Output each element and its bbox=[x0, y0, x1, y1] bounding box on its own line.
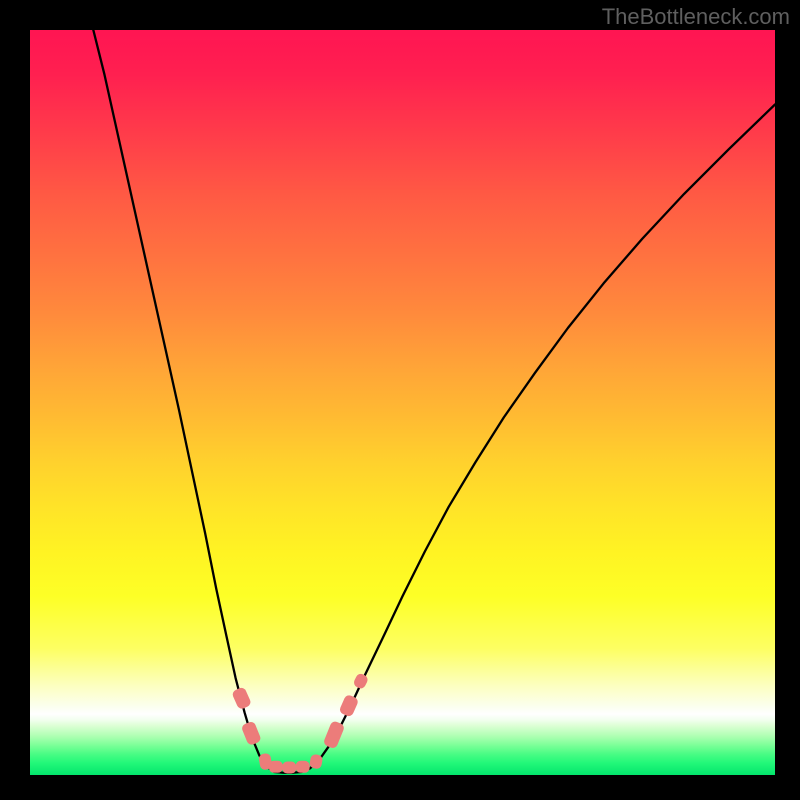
marker-layer bbox=[30, 30, 775, 775]
curve-marker bbox=[309, 754, 323, 770]
curve-marker bbox=[231, 686, 252, 710]
watermark-text: TheBottleneck.com bbox=[602, 4, 790, 30]
curve-marker bbox=[323, 720, 346, 749]
plot-area bbox=[30, 30, 775, 775]
curve-marker bbox=[296, 761, 310, 773]
curve-marker bbox=[352, 672, 369, 690]
curve-marker bbox=[338, 694, 359, 718]
curve-marker bbox=[282, 762, 296, 774]
figure-frame: TheBottleneck.com bbox=[0, 0, 800, 800]
curve-marker bbox=[269, 761, 283, 773]
curve-marker bbox=[241, 720, 262, 746]
